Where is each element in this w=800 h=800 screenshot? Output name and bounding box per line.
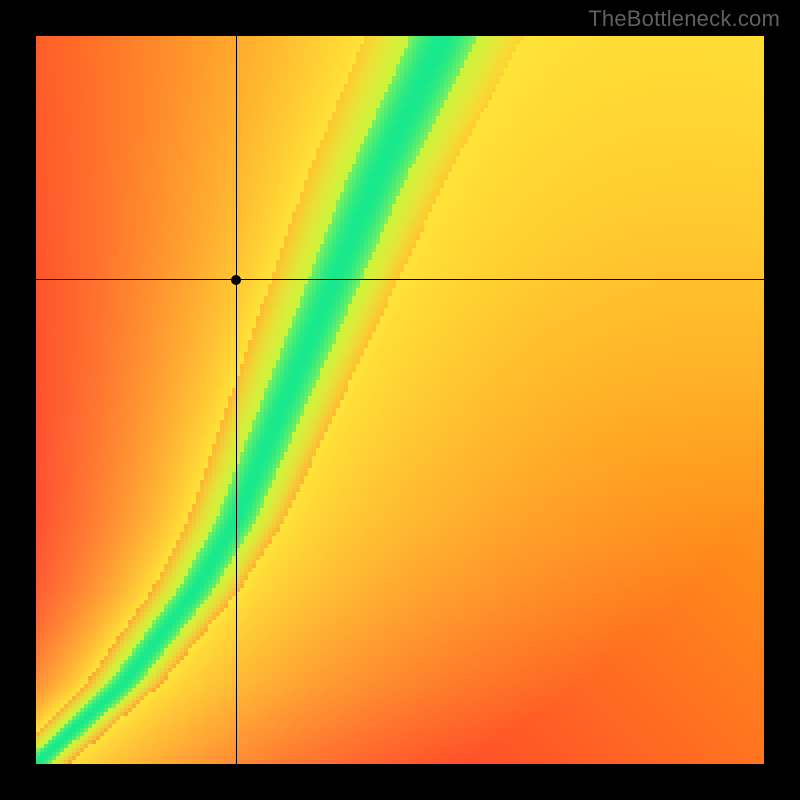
crosshair-marker xyxy=(231,275,241,285)
plot-frame xyxy=(36,36,764,764)
heatmap-canvas xyxy=(36,36,764,764)
watermark-text: TheBottleneck.com xyxy=(588,6,780,32)
crosshair-horizontal xyxy=(36,279,764,280)
crosshair-vertical xyxy=(236,36,237,764)
